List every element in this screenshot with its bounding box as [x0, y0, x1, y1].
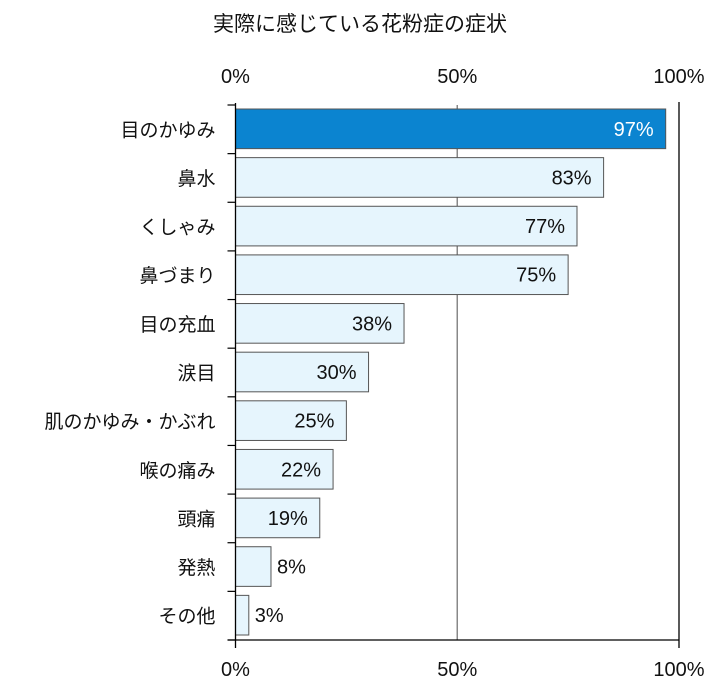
category-label-8: 頭痛 — [177, 508, 215, 530]
bar-0 — [235, 108, 667, 150]
category-label-3: 鼻づまり — [139, 265, 215, 287]
bar-1 — [235, 157, 605, 198]
data-label-9: 8% — [277, 557, 306, 579]
top-tick-label-1: 50% — [437, 66, 477, 88]
data-label-6: 25% — [294, 411, 334, 433]
category-label-6: 肌のかゆみ・かぶれ — [44, 411, 215, 433]
data-label-10: 3% — [255, 605, 284, 627]
data-label-0: 97% — [614, 119, 654, 141]
bar-8 — [235, 497, 321, 539]
data-label-7: 22% — [281, 459, 321, 481]
chart-title: 実際に感じている花粉症の症状 — [213, 12, 507, 36]
bar-3 — [235, 254, 569, 296]
top-tick-label-0: 0% — [221, 66, 250, 88]
data-label-1: 83% — [552, 167, 592, 189]
category-label-7: 喉の痛み — [139, 460, 215, 482]
bottom-tick-label-1: 50% — [437, 659, 477, 681]
data-label-4: 38% — [352, 313, 392, 335]
category-label-2: くしゃみ — [139, 217, 215, 239]
data-label-5: 30% — [317, 362, 357, 384]
category-label-1: 鼻水 — [177, 168, 215, 190]
data-label-8: 19% — [268, 508, 308, 530]
bar-4 — [235, 303, 405, 344]
category-label-9: 発熱 — [177, 557, 215, 579]
bar-2 — [235, 205, 578, 247]
bar-9 — [235, 546, 272, 587]
data-label-2: 77% — [525, 216, 565, 238]
category-label-10: その他 — [158, 606, 215, 628]
category-label-0: 目のかゆみ — [120, 119, 215, 141]
bottom-tick-label-2: 100% — [653, 659, 704, 681]
bar-10 — [235, 594, 250, 636]
top-tick-label-2: 100% — [653, 66, 704, 88]
data-label-3: 75% — [516, 265, 556, 287]
category-label-4: 目の充血 — [139, 314, 215, 336]
category-label-5: 涙目 — [177, 362, 215, 385]
bottom-tick-label-0: 0% — [221, 659, 250, 681]
